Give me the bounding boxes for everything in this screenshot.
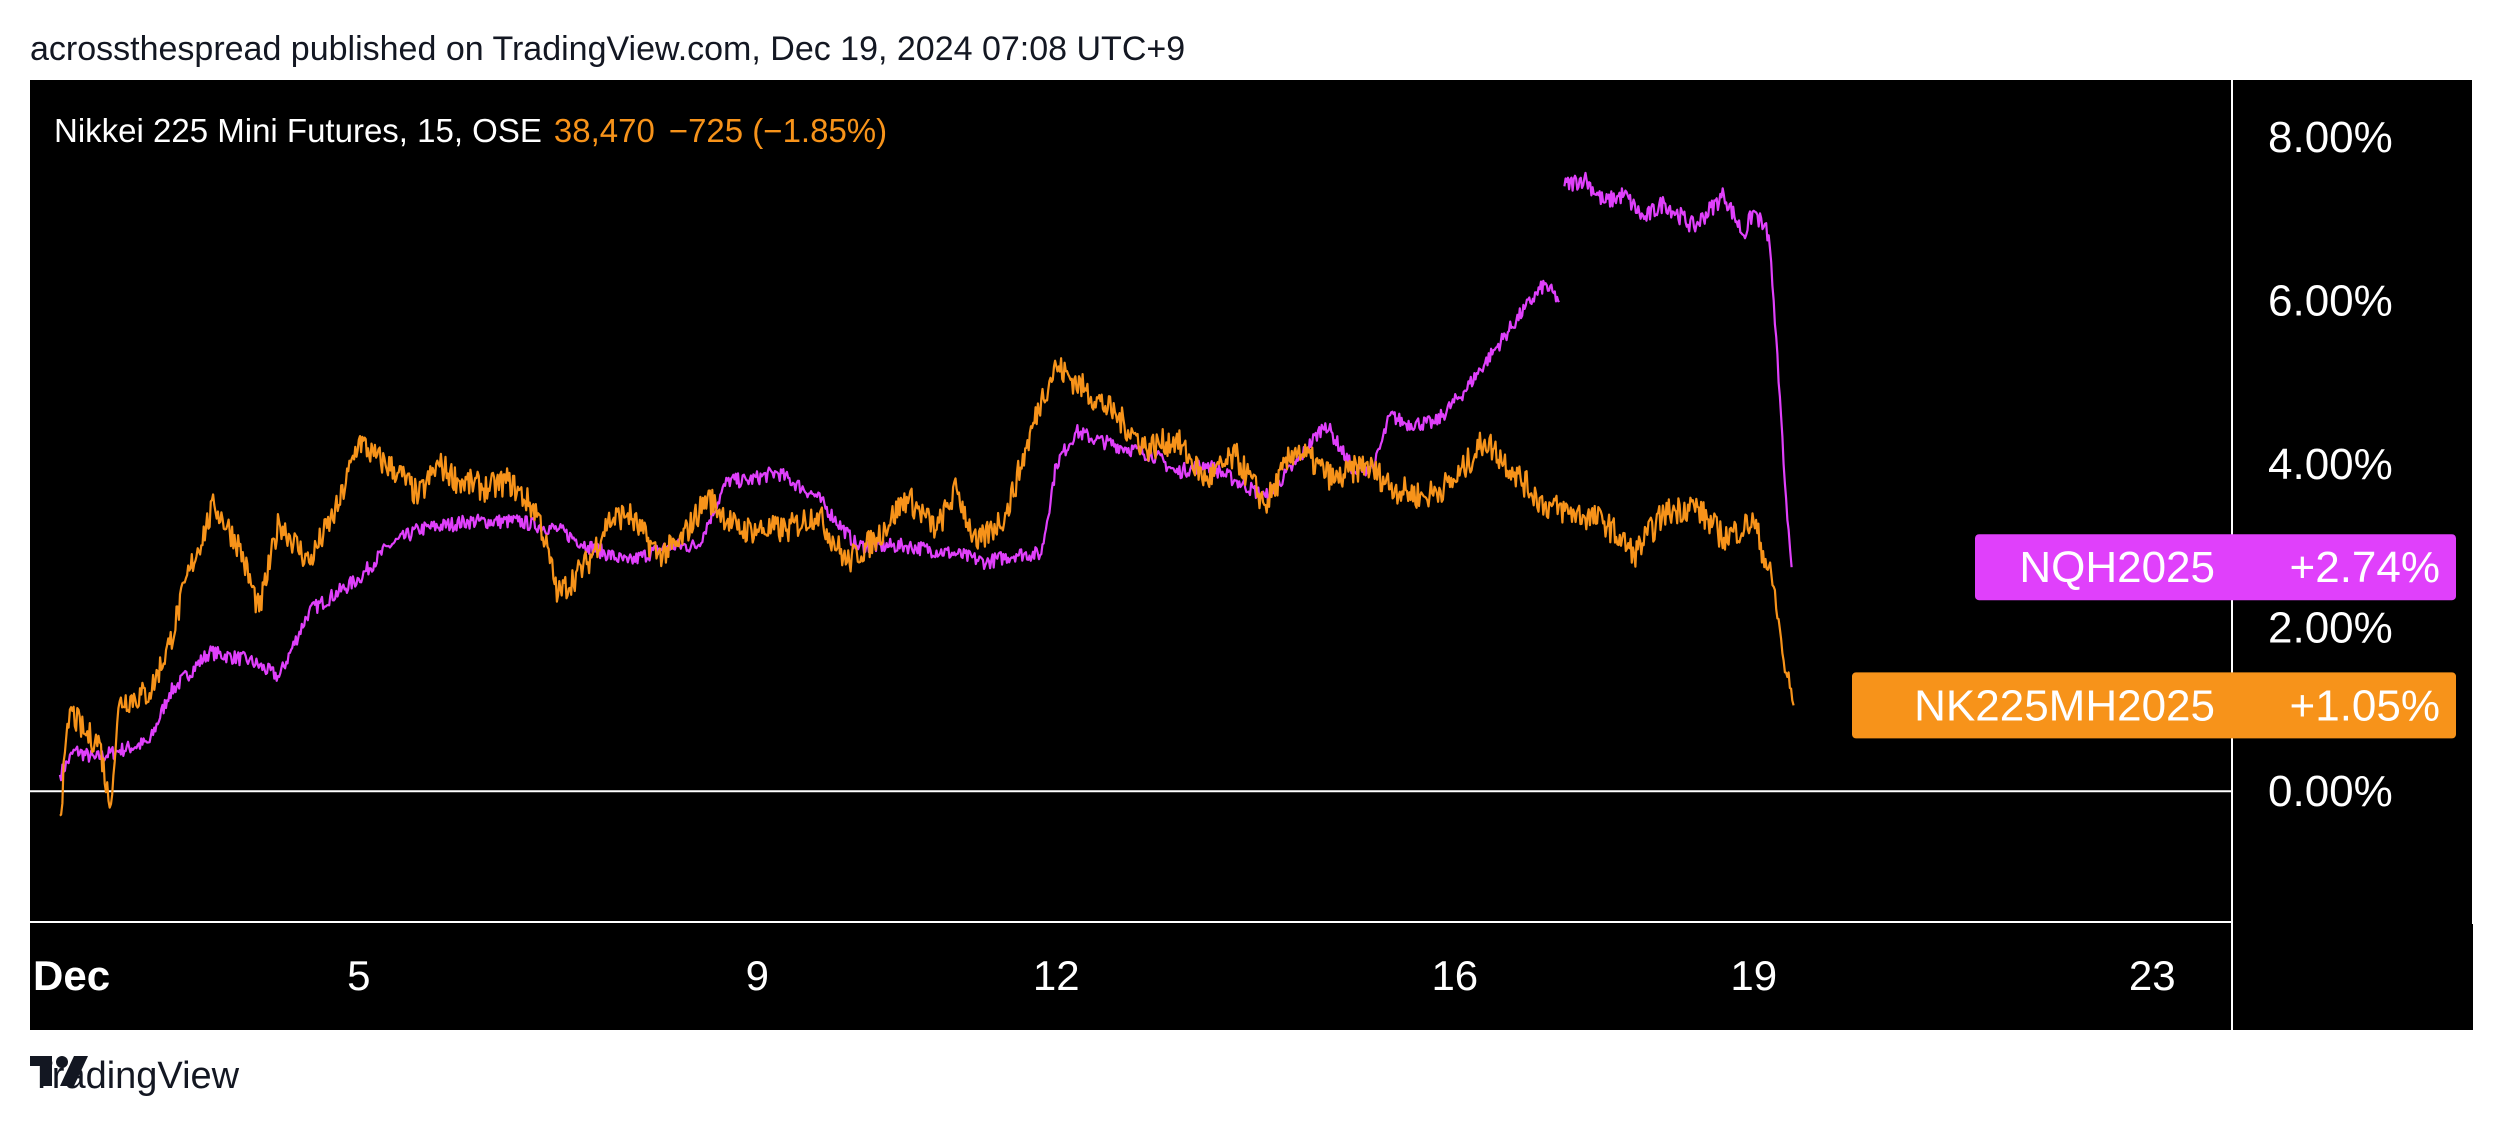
y-tick-label: 6.00% bbox=[2268, 277, 2393, 326]
series-line-nqh2025 bbox=[58, 279, 1560, 782]
series-line-nk225mh2025 bbox=[59, 357, 1795, 817]
x-tick-label: 9 bbox=[746, 952, 769, 999]
y-tick-label: 2.00% bbox=[2268, 604, 2393, 653]
symbol-label[interactable]: Nikkei 225 Mini Futures, 15, OSE bbox=[54, 112, 542, 149]
badge-value-nk225mh2025: +1.05% bbox=[2290, 681, 2440, 730]
x-tick-label: 19 bbox=[1730, 952, 1777, 999]
badge-value-nqh2025: +2.74% bbox=[2290, 543, 2440, 592]
y-tick-label: 8.00% bbox=[2268, 113, 2393, 162]
x-tick-label: Dec bbox=[33, 952, 110, 999]
x-tick-label: 5 bbox=[347, 952, 370, 999]
x-tick-label: 12 bbox=[1033, 952, 1080, 999]
badge-nqh2025 bbox=[1975, 534, 2456, 601]
y-tick-label: 0.00% bbox=[2268, 767, 2393, 816]
badge-nk225mh2025 bbox=[1852, 672, 2456, 739]
x-tick-label: 23 bbox=[2129, 952, 2176, 999]
badge-name-nk225mh2025: NK225MH2025 bbox=[1914, 681, 2215, 730]
last-price: 38,470 bbox=[553, 112, 655, 149]
price-axis-corner bbox=[2233, 924, 2473, 1030]
series-line-nqh2025-segment-2 bbox=[1563, 171, 1793, 568]
x-tick-label: 16 bbox=[1431, 952, 1478, 999]
tradingview-logo-icon[interactable] bbox=[30, 1054, 90, 1088]
badge-name-nqh2025: NQH2025 bbox=[2019, 543, 2215, 592]
footer: TradingView bbox=[30, 1054, 239, 1098]
y-tick-label: 4.00% bbox=[2268, 440, 2393, 489]
attribution-text: acrossthespread published on TradingView… bbox=[30, 30, 1186, 68]
price-change: −725 (−1.85%) bbox=[668, 112, 888, 149]
chart-header: Nikkei 225 Mini Futures, 15, OSE 38,470 −7… bbox=[54, 112, 887, 150]
